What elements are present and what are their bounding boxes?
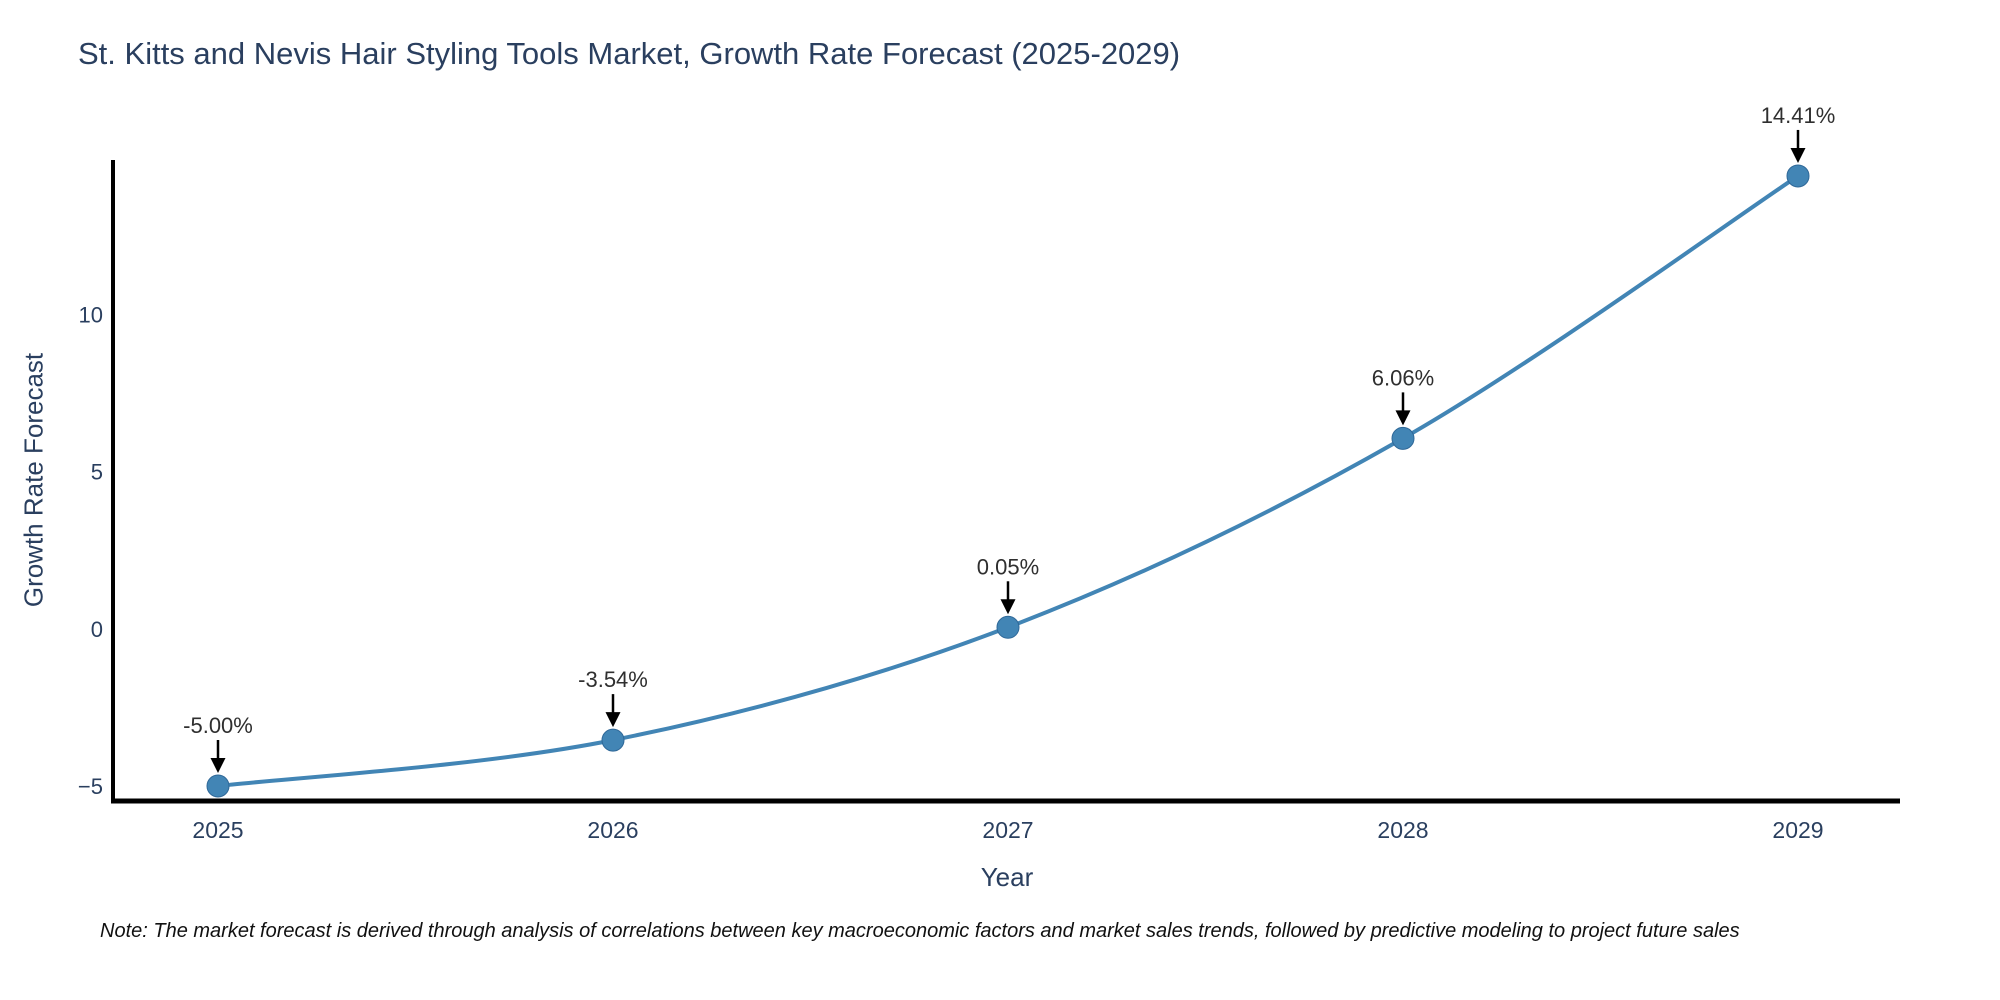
y-tick-label-10: 10: [79, 303, 103, 328]
data-point-2026: [601, 728, 625, 752]
annotation-arrow-head-2029: [1790, 147, 1806, 163]
x-tick-label-2028: 2028: [1377, 817, 1428, 843]
x-tick-label-2027: 2027: [982, 817, 1033, 843]
data-point-2027: [996, 615, 1020, 639]
y-tick-label-0: 0: [91, 617, 103, 642]
data-label-2028: 6.06%: [1372, 365, 1434, 390]
x-tick-label-2026: 2026: [587, 817, 638, 843]
y-tick-label-5: 5: [91, 460, 103, 485]
y-tick-label--5: −5: [78, 774, 103, 799]
annotation-arrow-head-2026: [605, 712, 621, 728]
data-label-2029: 14.41%: [1761, 103, 1836, 128]
chart-title: St. Kitts and Nevis Hair Styling Tools M…: [78, 36, 1181, 71]
data-point-2028: [1391, 426, 1415, 450]
data-point-2029: [1786, 164, 1810, 188]
y-axis-title: Growth Rate Forecast: [18, 352, 49, 608]
x-tick-label-2029: 2029: [1772, 817, 1823, 843]
annotation-arrow-head-2028: [1395, 410, 1411, 426]
data-label-2026: -3.54%: [578, 667, 648, 692]
data-point-2025: [206, 774, 230, 798]
data-label-2025: -5.00%: [183, 713, 253, 738]
footnote: Note: The market forecast is derived thr…: [100, 920, 1740, 942]
trend-line: [216, 173, 1800, 788]
annotation-arrow-head-2027: [1000, 599, 1016, 615]
data-label-2027: 0.05%: [977, 554, 1039, 579]
x-tick-label-2025: 2025: [192, 817, 243, 843]
annotation-arrow-head-2025: [210, 758, 226, 773]
x-axis-title: Year: [980, 862, 1034, 892]
